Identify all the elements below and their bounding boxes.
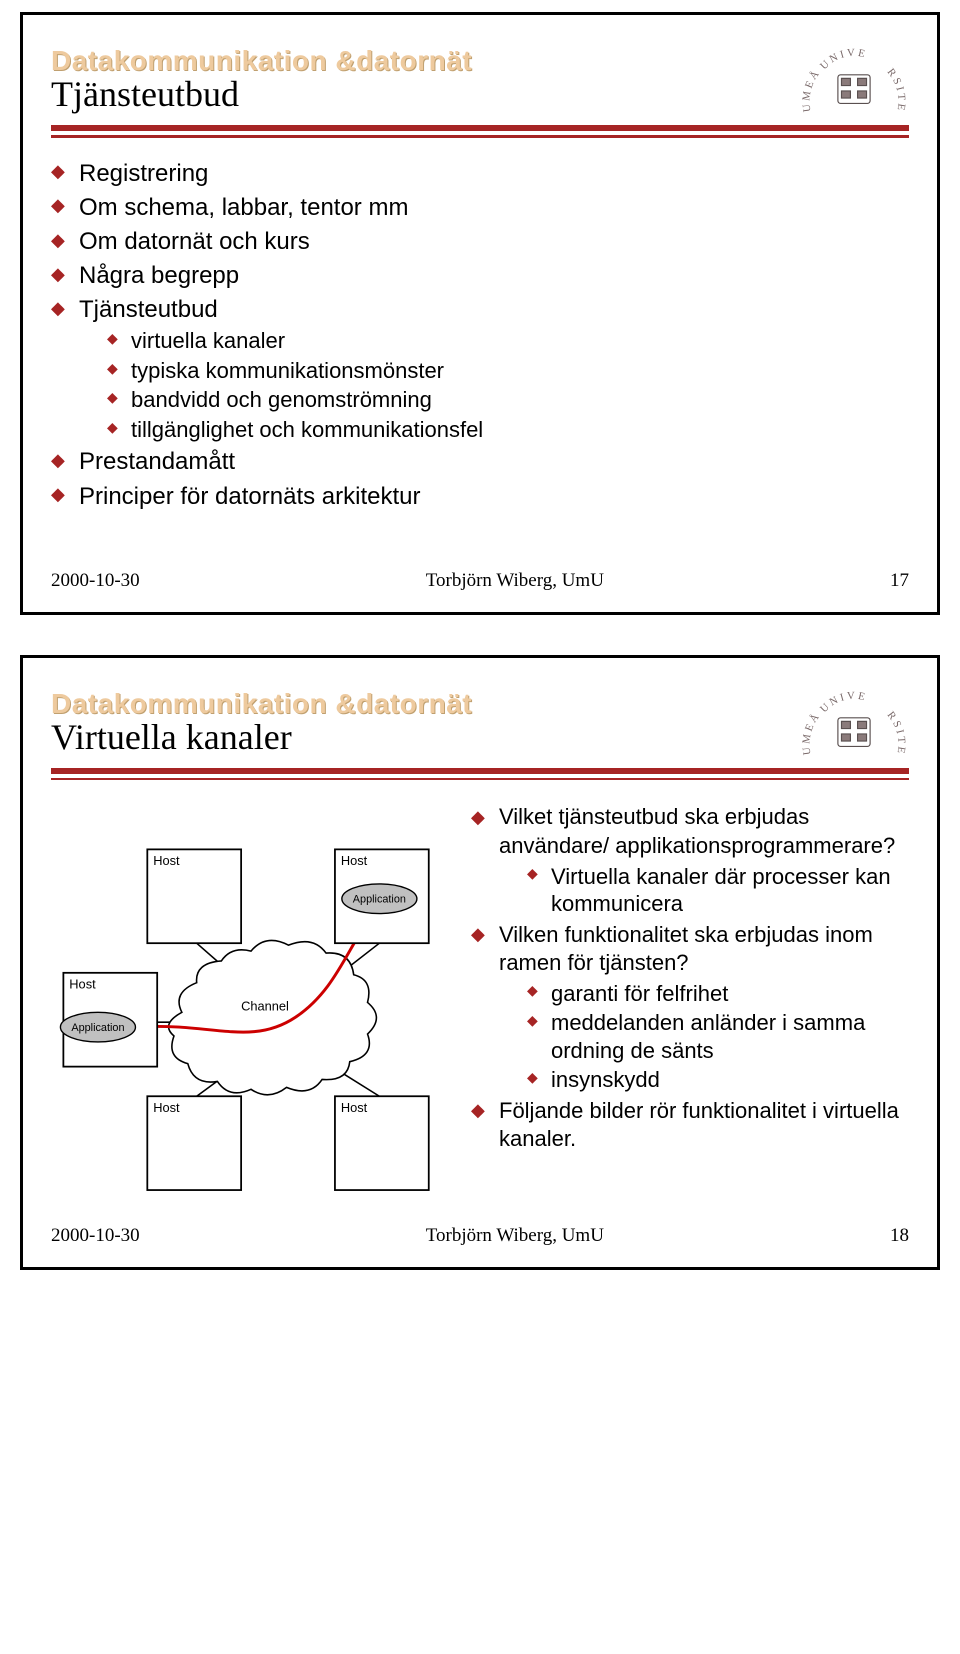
network-diagram: Channel Host Host Host Host Host Application Ap…	[51, 800, 451, 1195]
slide-footer: 2000-10-30 Torbjörn Wiberg, UmU 17	[51, 570, 909, 592]
slide-header: Datakommunikation &datornät Virtuella ka…	[51, 688, 909, 758]
footer-page: 17	[890, 570, 909, 592]
list-item: Om datornät och kurs	[51, 226, 909, 257]
list-item-label: meddelanden anländer i samma ordning de …	[551, 1010, 865, 1063]
slide-footer: 2000-10-30 Torbjörn Wiberg, UmU 18	[51, 1225, 909, 1247]
list-item-label: Vilken funktionalitet ska erbjudas inom …	[499, 922, 873, 976]
list-item: Vilket tjänsteutbud ska erbjudas använda…	[471, 803, 909, 917]
list-item: Registrering	[51, 158, 909, 189]
footer-date: 2000-10-30	[51, 1225, 140, 1247]
sub-list: Virtuella kanaler där processer kan komm…	[499, 863, 909, 918]
application-label: Application	[71, 1022, 124, 1034]
list-item: garanti för felfrihet	[527, 980, 909, 1008]
logo-left-text: UMEÅ	[800, 709, 823, 755]
list-item: Om schema, labbar, tentor mm	[51, 192, 909, 223]
slide-2: Datakommunikation &datornät Virtuella ka…	[20, 655, 940, 1271]
list-item: Principer för datornäts arkitektur	[51, 481, 909, 512]
slide-1: Datakommunikation &datornät Tjänsteutbud…	[20, 12, 940, 615]
list-item: Några begrepp	[51, 260, 909, 291]
list-item-label: garanti för felfrihet	[551, 981, 728, 1006]
list-item: Tjänsteutbud virtuella kanaler typiska kom…	[51, 294, 909, 443]
list-item: tillgänglighet och kommunikationsfel	[107, 416, 909, 444]
list-item-label: Följande bilder rör funktionalitet i vir…	[499, 1098, 899, 1152]
content-row: Channel Host Host Host Host Host Application Ap…	[51, 800, 909, 1195]
footer-date: 2000-10-30	[51, 570, 140, 592]
list-item-label: virtuella kanaler	[131, 328, 285, 353]
footer-author: Torbjörn Wiberg, UmU	[426, 1225, 604, 1247]
svg-text:UNIVE: UNIVE	[818, 47, 869, 73]
list-item-label: Tjänsteutbud	[79, 296, 218, 323]
list-item-label: Vilket tjänsteutbud ska erbjudas använda…	[499, 804, 895, 858]
title-rule	[51, 125, 909, 138]
right-column: Vilket tjänsteutbud ska erbjudas använda…	[471, 800, 909, 1195]
list-item-label: Om schema, labbar, tentor mm	[79, 194, 408, 221]
list-item: Prestandamått	[51, 446, 909, 477]
logo-crest-icon	[838, 75, 870, 104]
host-label: Host	[341, 1100, 368, 1115]
list-item: virtuella kanaler	[107, 327, 909, 355]
list-item-label: insynskydd	[551, 1067, 660, 1092]
channel-label: Channel	[241, 999, 289, 1014]
list-item: Vilken funktionalitet ska erbjudas inom …	[471, 921, 909, 1094]
slide-title: Virtuella kanaler	[51, 716, 909, 758]
list-item: Virtuella kanaler där processer kan komm…	[527, 863, 909, 918]
host-label: Host	[153, 853, 180, 868]
edge	[340, 1072, 380, 1097]
list-item: Följande bilder rör funktionalitet i vir…	[471, 1097, 909, 1154]
list-item-label: Några begrepp	[79, 262, 239, 289]
list-item-label: Om datornät och kurs	[79, 228, 310, 255]
cloud-icon	[169, 941, 377, 1095]
list-item: meddelanden anländer i samma ordning de …	[527, 1009, 909, 1064]
footer-page: 18	[890, 1225, 909, 1247]
application-label: Application	[353, 894, 406, 906]
list-item-label: typiska kommunikationsmönster	[131, 358, 444, 383]
list-item-label: Registrering	[79, 160, 208, 187]
sub-list: garanti för felfrihet meddelanden anlände…	[499, 980, 909, 1094]
logo-crest-icon	[838, 718, 870, 747]
svg-text:UMEÅ: UMEÅ	[800, 709, 823, 755]
footer-author: Torbjörn Wiberg, UmU	[426, 570, 604, 592]
host-label: Host	[69, 977, 96, 992]
umu-logo: UNIVE UMEÅ RSITET	[799, 39, 909, 124]
title-rule	[51, 768, 909, 781]
sub-list: virtuella kanaler typiska kommunikationsm…	[79, 327, 909, 443]
host-label: Host	[341, 853, 368, 868]
list-item: insynskydd	[527, 1066, 909, 1094]
slide-header: Datakommunikation &datornät Tjänsteutbud…	[51, 45, 909, 115]
slide-title: Tjänsteutbud	[51, 73, 909, 115]
logo-top-text: UNIVE	[818, 47, 869, 73]
list-item-label: Virtuella kanaler där processer kan komm…	[551, 864, 891, 917]
svg-text:UNIVE: UNIVE	[818, 689, 869, 715]
list-item: bandvidd och genomströmning	[107, 386, 909, 414]
list-item-label: Prestandamått	[79, 448, 235, 475]
list-item: typiska kommunikationsmönster	[107, 357, 909, 385]
host-label: Host	[153, 1100, 180, 1115]
bullet-list: Vilket tjänsteutbud ska erbjudas använda…	[471, 803, 909, 1154]
svg-text:UMEÅ: UMEÅ	[800, 67, 823, 113]
logo-left-text: UMEÅ	[800, 67, 823, 113]
list-item-label: tillgänglighet och kommunikationsfel	[131, 417, 483, 442]
logo-top-text: UNIVE	[818, 689, 869, 715]
list-item-label: bandvidd och genomströmning	[131, 387, 432, 412]
umu-logo: UNIVE UMEÅ RSITET	[799, 682, 909, 767]
list-item-label: Principer för datornäts arkitektur	[79, 483, 420, 510]
bullet-list: Registrering Om schema, labbar, tentor mm…	[51, 158, 909, 512]
